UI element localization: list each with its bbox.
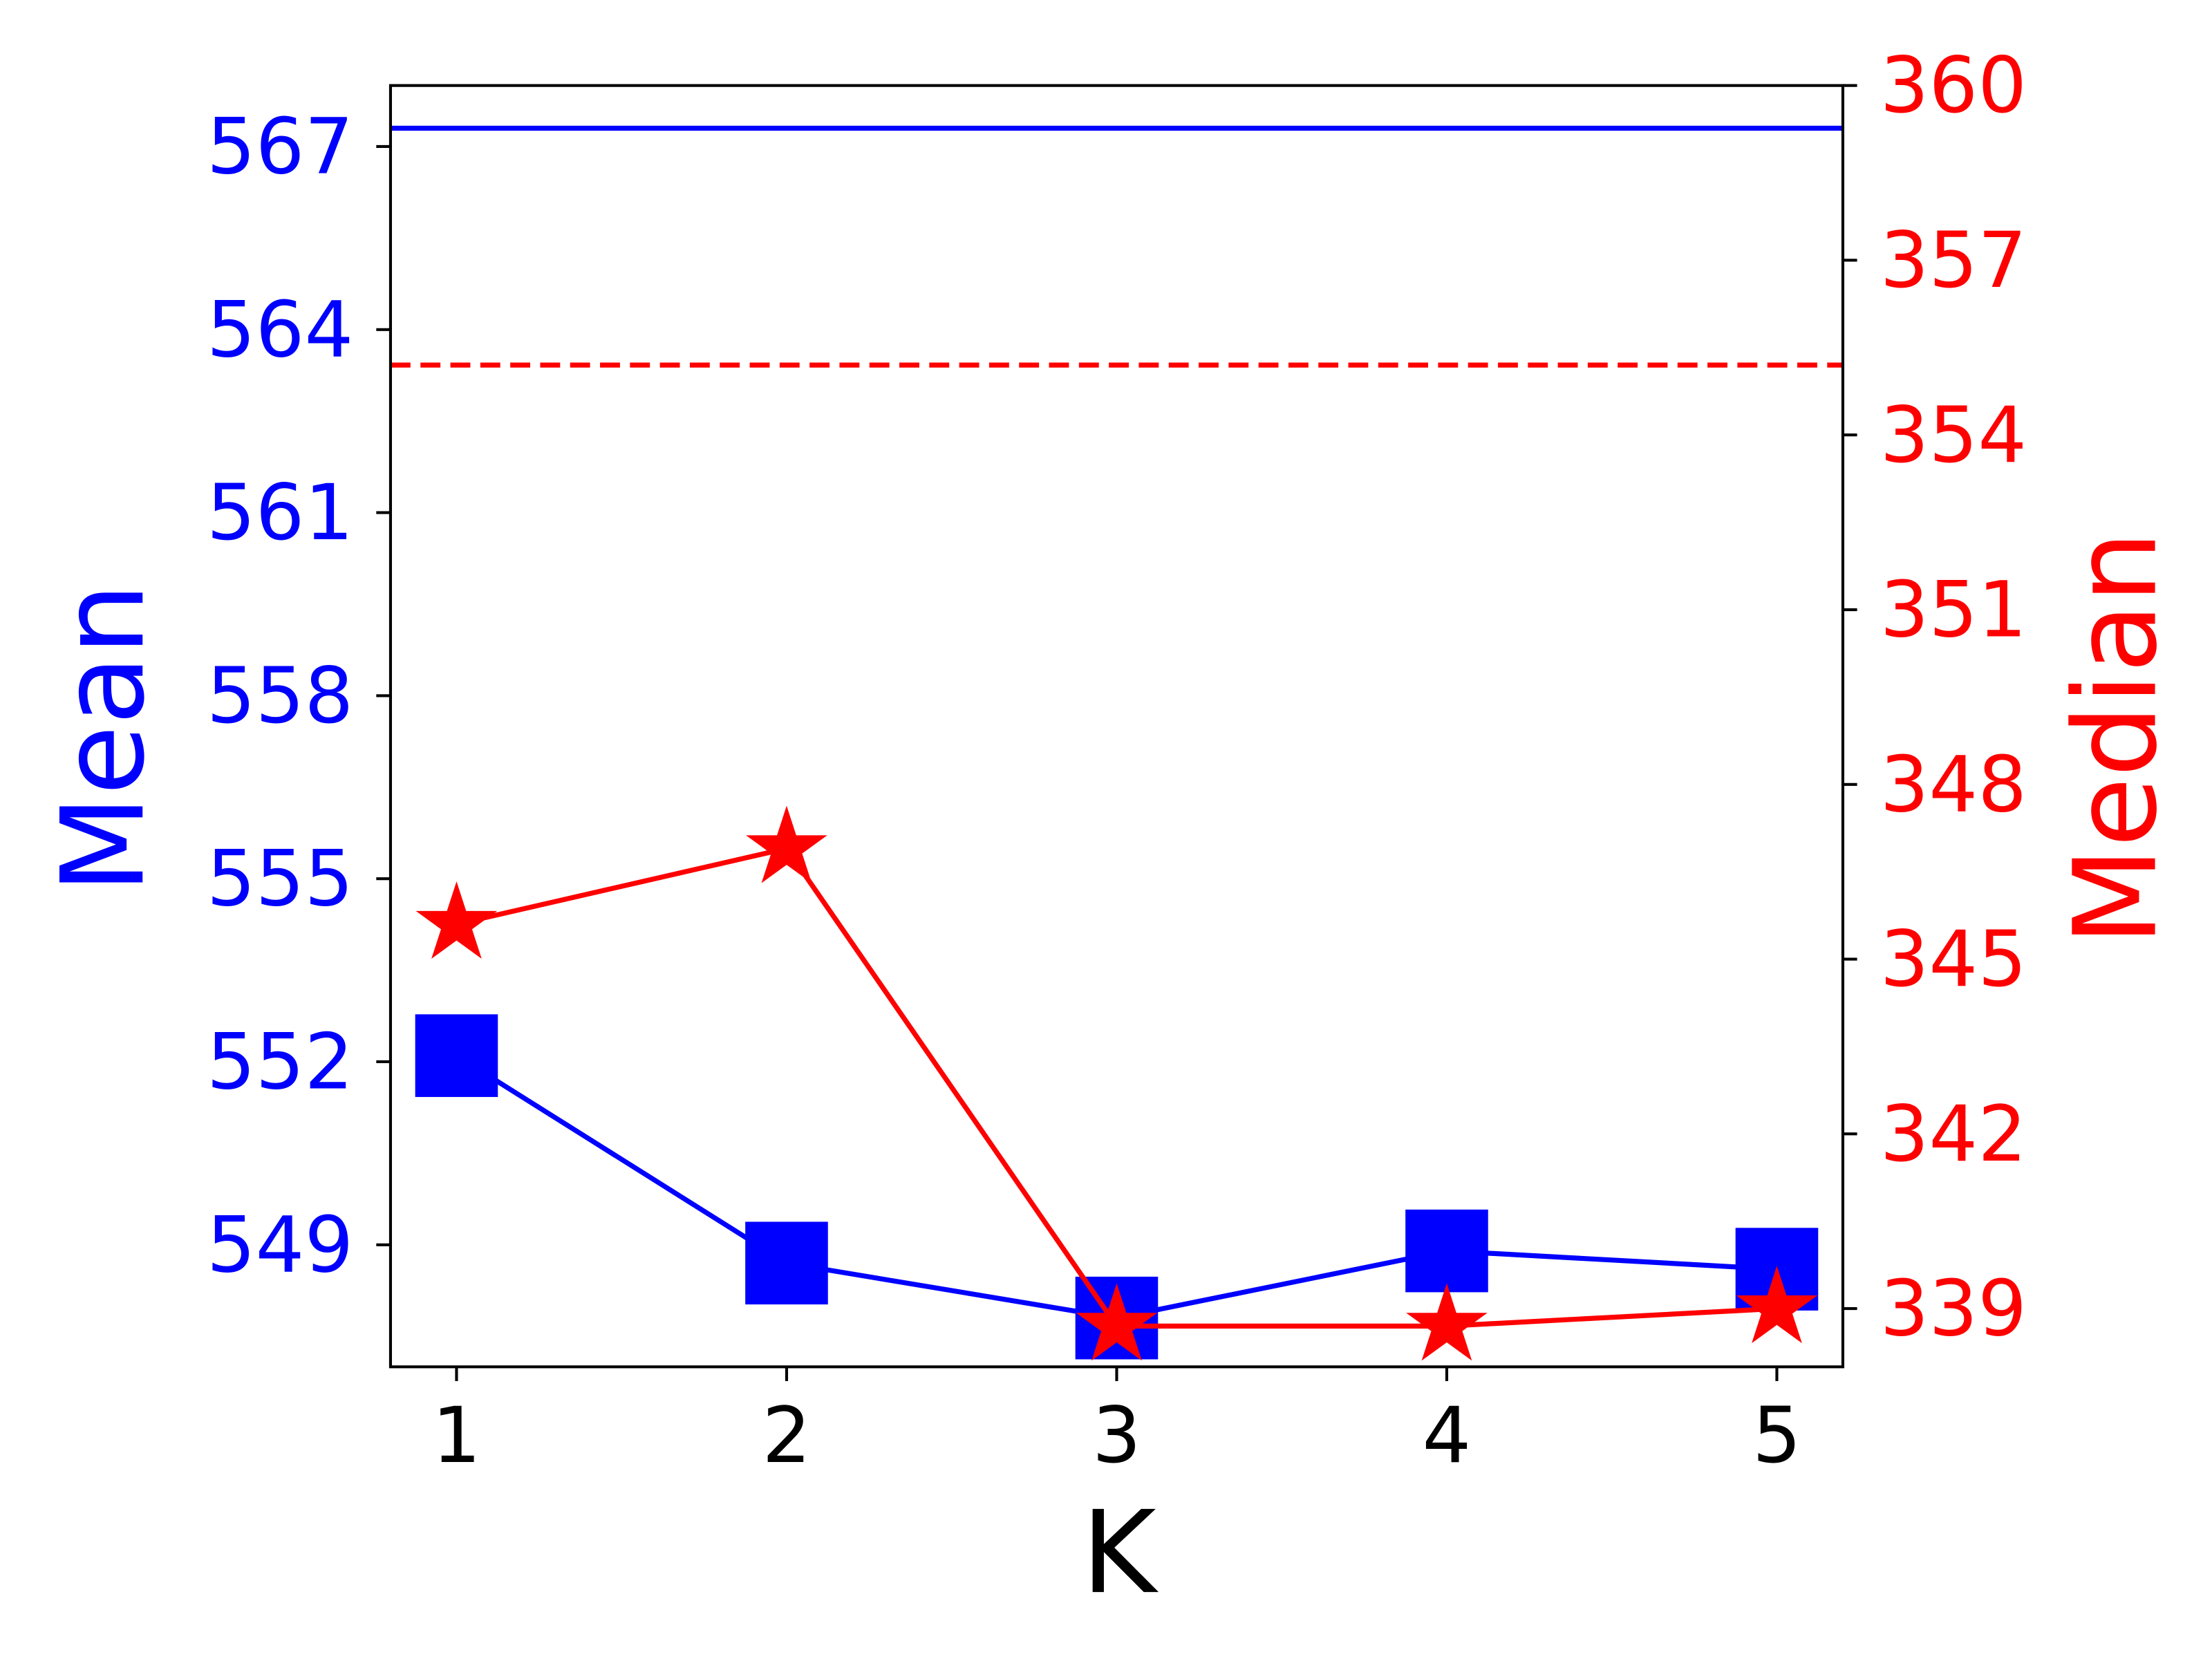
- y2-tick-label: 339: [1880, 1265, 2027, 1354]
- x-tick-label: 1: [432, 1391, 481, 1481]
- star-marker: [1076, 1283, 1158, 1361]
- x-tick-label: 2: [762, 1391, 812, 1481]
- star-marker: [746, 805, 827, 883]
- square-marker: [415, 1014, 498, 1097]
- y2-tick-label: 342: [1880, 1090, 2027, 1179]
- square-marker: [745, 1221, 828, 1305]
- y2-tick-label: 357: [1880, 216, 2027, 306]
- x-tick-label: 3: [1092, 1391, 1141, 1481]
- y-tick-label: 561: [207, 469, 354, 558]
- y2-tick-label: 348: [1880, 740, 2027, 830]
- y-tick-label: 555: [207, 835, 354, 924]
- y-tick-label: 549: [207, 1201, 354, 1290]
- x-axis-label: K: [1081, 1486, 1159, 1619]
- y2-axis-label: Median: [2050, 531, 2182, 946]
- x-tick-label: 4: [1423, 1391, 1472, 1481]
- plot-frame: [388, 84, 1845, 1369]
- y2-tick-label: 351: [1880, 566, 2027, 655]
- y-tick-label: 567: [207, 102, 354, 191]
- y-axis-label: Mean: [37, 583, 169, 893]
- star-marker: [415, 881, 498, 959]
- y-tick-label: 558: [207, 652, 354, 741]
- star-marker: [1406, 1283, 1488, 1361]
- y2-tick-label: 360: [1880, 41, 2027, 131]
- y-tick-label: 552: [207, 1018, 354, 1107]
- y2-tick-label: 354: [1880, 391, 2027, 480]
- y2-tick-label: 345: [1880, 915, 2027, 1004]
- series-line: [456, 845, 1777, 1329]
- y-tick-label: 564: [207, 285, 354, 375]
- x-tick-label: 5: [1752, 1391, 1801, 1481]
- star-marker: [1736, 1266, 1818, 1344]
- square-marker: [1405, 1209, 1488, 1293]
